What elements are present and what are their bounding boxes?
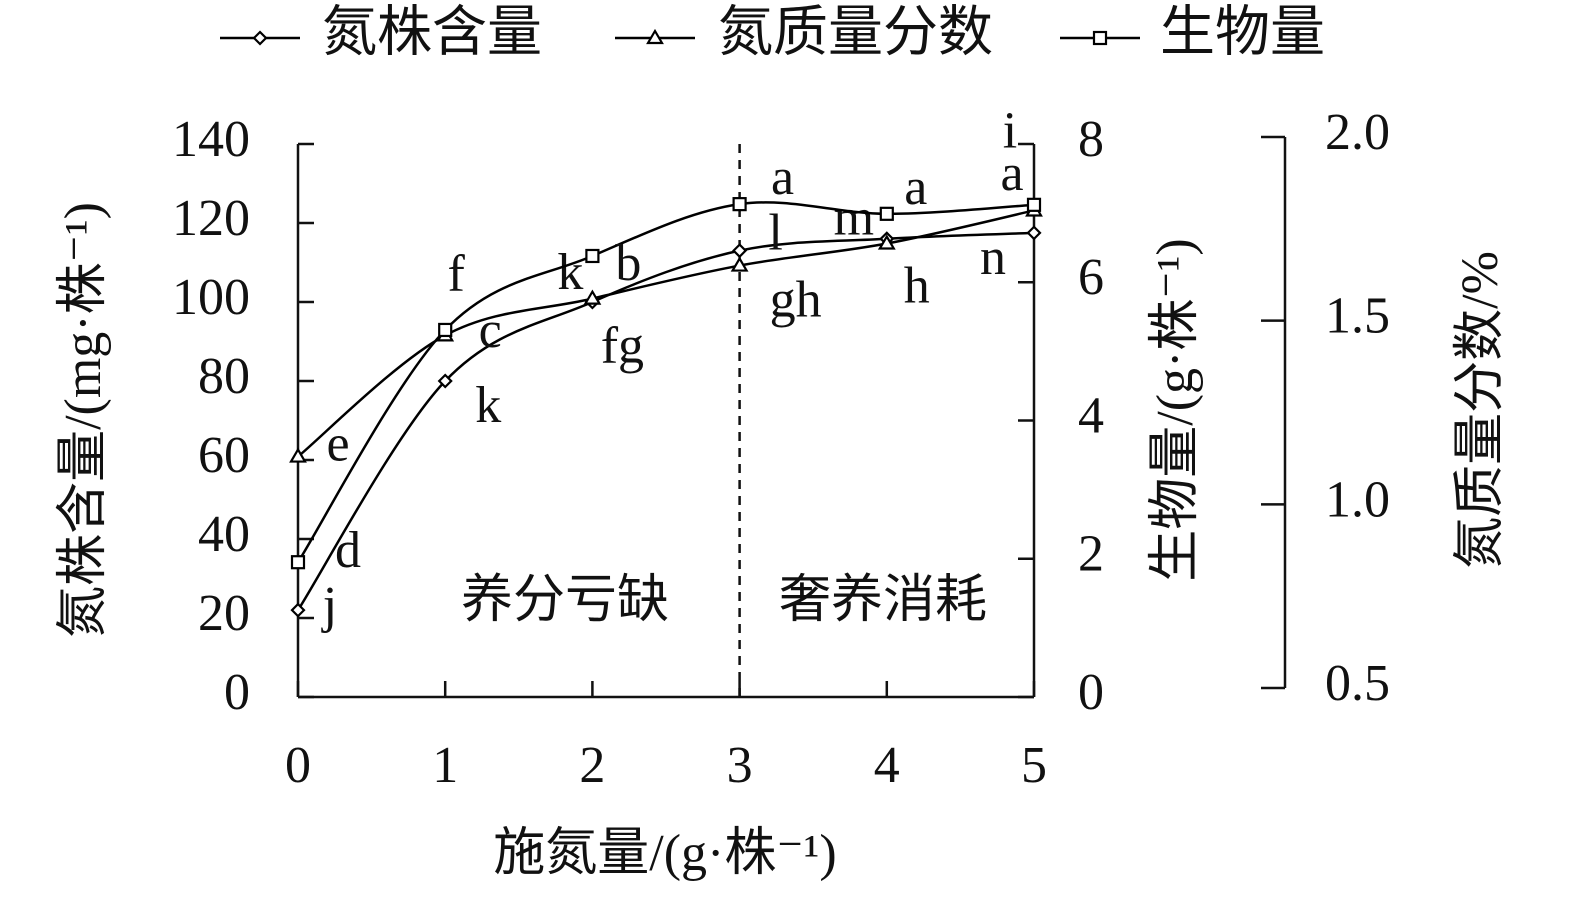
significance-label: i (1003, 102, 1017, 159)
significance-label: m (834, 190, 874, 247)
region-label: 奢养消耗 (779, 572, 987, 629)
legend-marker (252, 30, 268, 46)
y3-tick-label: 2.0 (1325, 104, 1390, 161)
legend-label: 氮株含量 (322, 2, 542, 63)
significance-label: h (904, 257, 930, 314)
significance-label: k (475, 377, 501, 434)
x-axis-title: 施氮量/(g·株⁻¹) (493, 825, 836, 882)
x-tick-label: 4 (874, 737, 900, 794)
x-tick-label: 5 (1021, 737, 1047, 794)
y3-tick-label: 1.5 (1325, 288, 1390, 345)
y3-tick-label: 0.5 (1325, 655, 1390, 712)
significance-label: d (335, 522, 361, 579)
y-tick-label: 60 (198, 427, 250, 484)
y-tick-label: 40 (198, 506, 250, 563)
y3-tick-label: 1.0 (1325, 471, 1390, 528)
y2-tick-label: 2 (1078, 526, 1104, 583)
data-point (730, 256, 749, 272)
x-tick-label: 2 (579, 737, 605, 794)
significance-label: fg (601, 318, 644, 375)
series-line (296, 201, 1035, 563)
y2-tick-label: 4 (1078, 387, 1104, 444)
significance-label: j (321, 577, 337, 634)
x-tick-label: 3 (727, 737, 753, 794)
y2-axis-title: 生物量/(g·株⁻¹) (1147, 238, 1204, 581)
data-point (877, 234, 896, 250)
legend-label: 生物量 (1160, 2, 1325, 63)
y-tick-label: 140 (172, 111, 250, 168)
significance-label: l (768, 205, 782, 262)
data-point (583, 289, 602, 305)
data-point (732, 197, 747, 212)
significance-label: k (557, 244, 583, 301)
data-point (290, 555, 306, 570)
significance-label: e (326, 416, 349, 473)
series-line (297, 209, 1035, 458)
y2-tick-label: 8 (1078, 111, 1104, 168)
y2-tick-label: 6 (1078, 249, 1104, 306)
significance-label: a (771, 149, 794, 206)
data-point (437, 373, 453, 389)
y-tick-label: 20 (198, 585, 250, 642)
legend-marker (646, 28, 664, 45)
data-point (290, 602, 306, 618)
y3-axis-title: 氮质量分数/% (1452, 251, 1509, 569)
significance-label: n (980, 229, 1006, 286)
significance-label: gh (770, 272, 822, 329)
significance-label: f (448, 245, 466, 302)
y-tick-label: 120 (172, 190, 250, 247)
x-tick-label: 0 (285, 737, 311, 794)
series-line (296, 231, 1035, 611)
legend-marker (1092, 30, 1108, 46)
data-point (1026, 197, 1042, 212)
region-label: 养分亏缺 (461, 572, 669, 629)
x-tick-label: 1 (432, 737, 458, 794)
significance-label: a (904, 159, 927, 216)
y-axis-title: 氮株含量/(mg·株⁻¹) (55, 202, 112, 638)
significance-label: a (1000, 145, 1023, 202)
y-tick-label: 0 (224, 664, 250, 721)
y-tick-label: 100 (172, 269, 250, 326)
y-tick-label: 80 (198, 348, 250, 405)
data-point (1026, 225, 1042, 241)
significance-label: c (479, 302, 502, 359)
data-point (585, 248, 600, 264)
data-point (438, 322, 453, 338)
data-point (732, 243, 748, 259)
data-point (289, 447, 307, 463)
legend-label: 氮质量分数 (718, 2, 993, 63)
data-point (879, 206, 894, 221)
y2-tick-label: 0 (1078, 664, 1104, 721)
significance-label: b (615, 235, 641, 292)
